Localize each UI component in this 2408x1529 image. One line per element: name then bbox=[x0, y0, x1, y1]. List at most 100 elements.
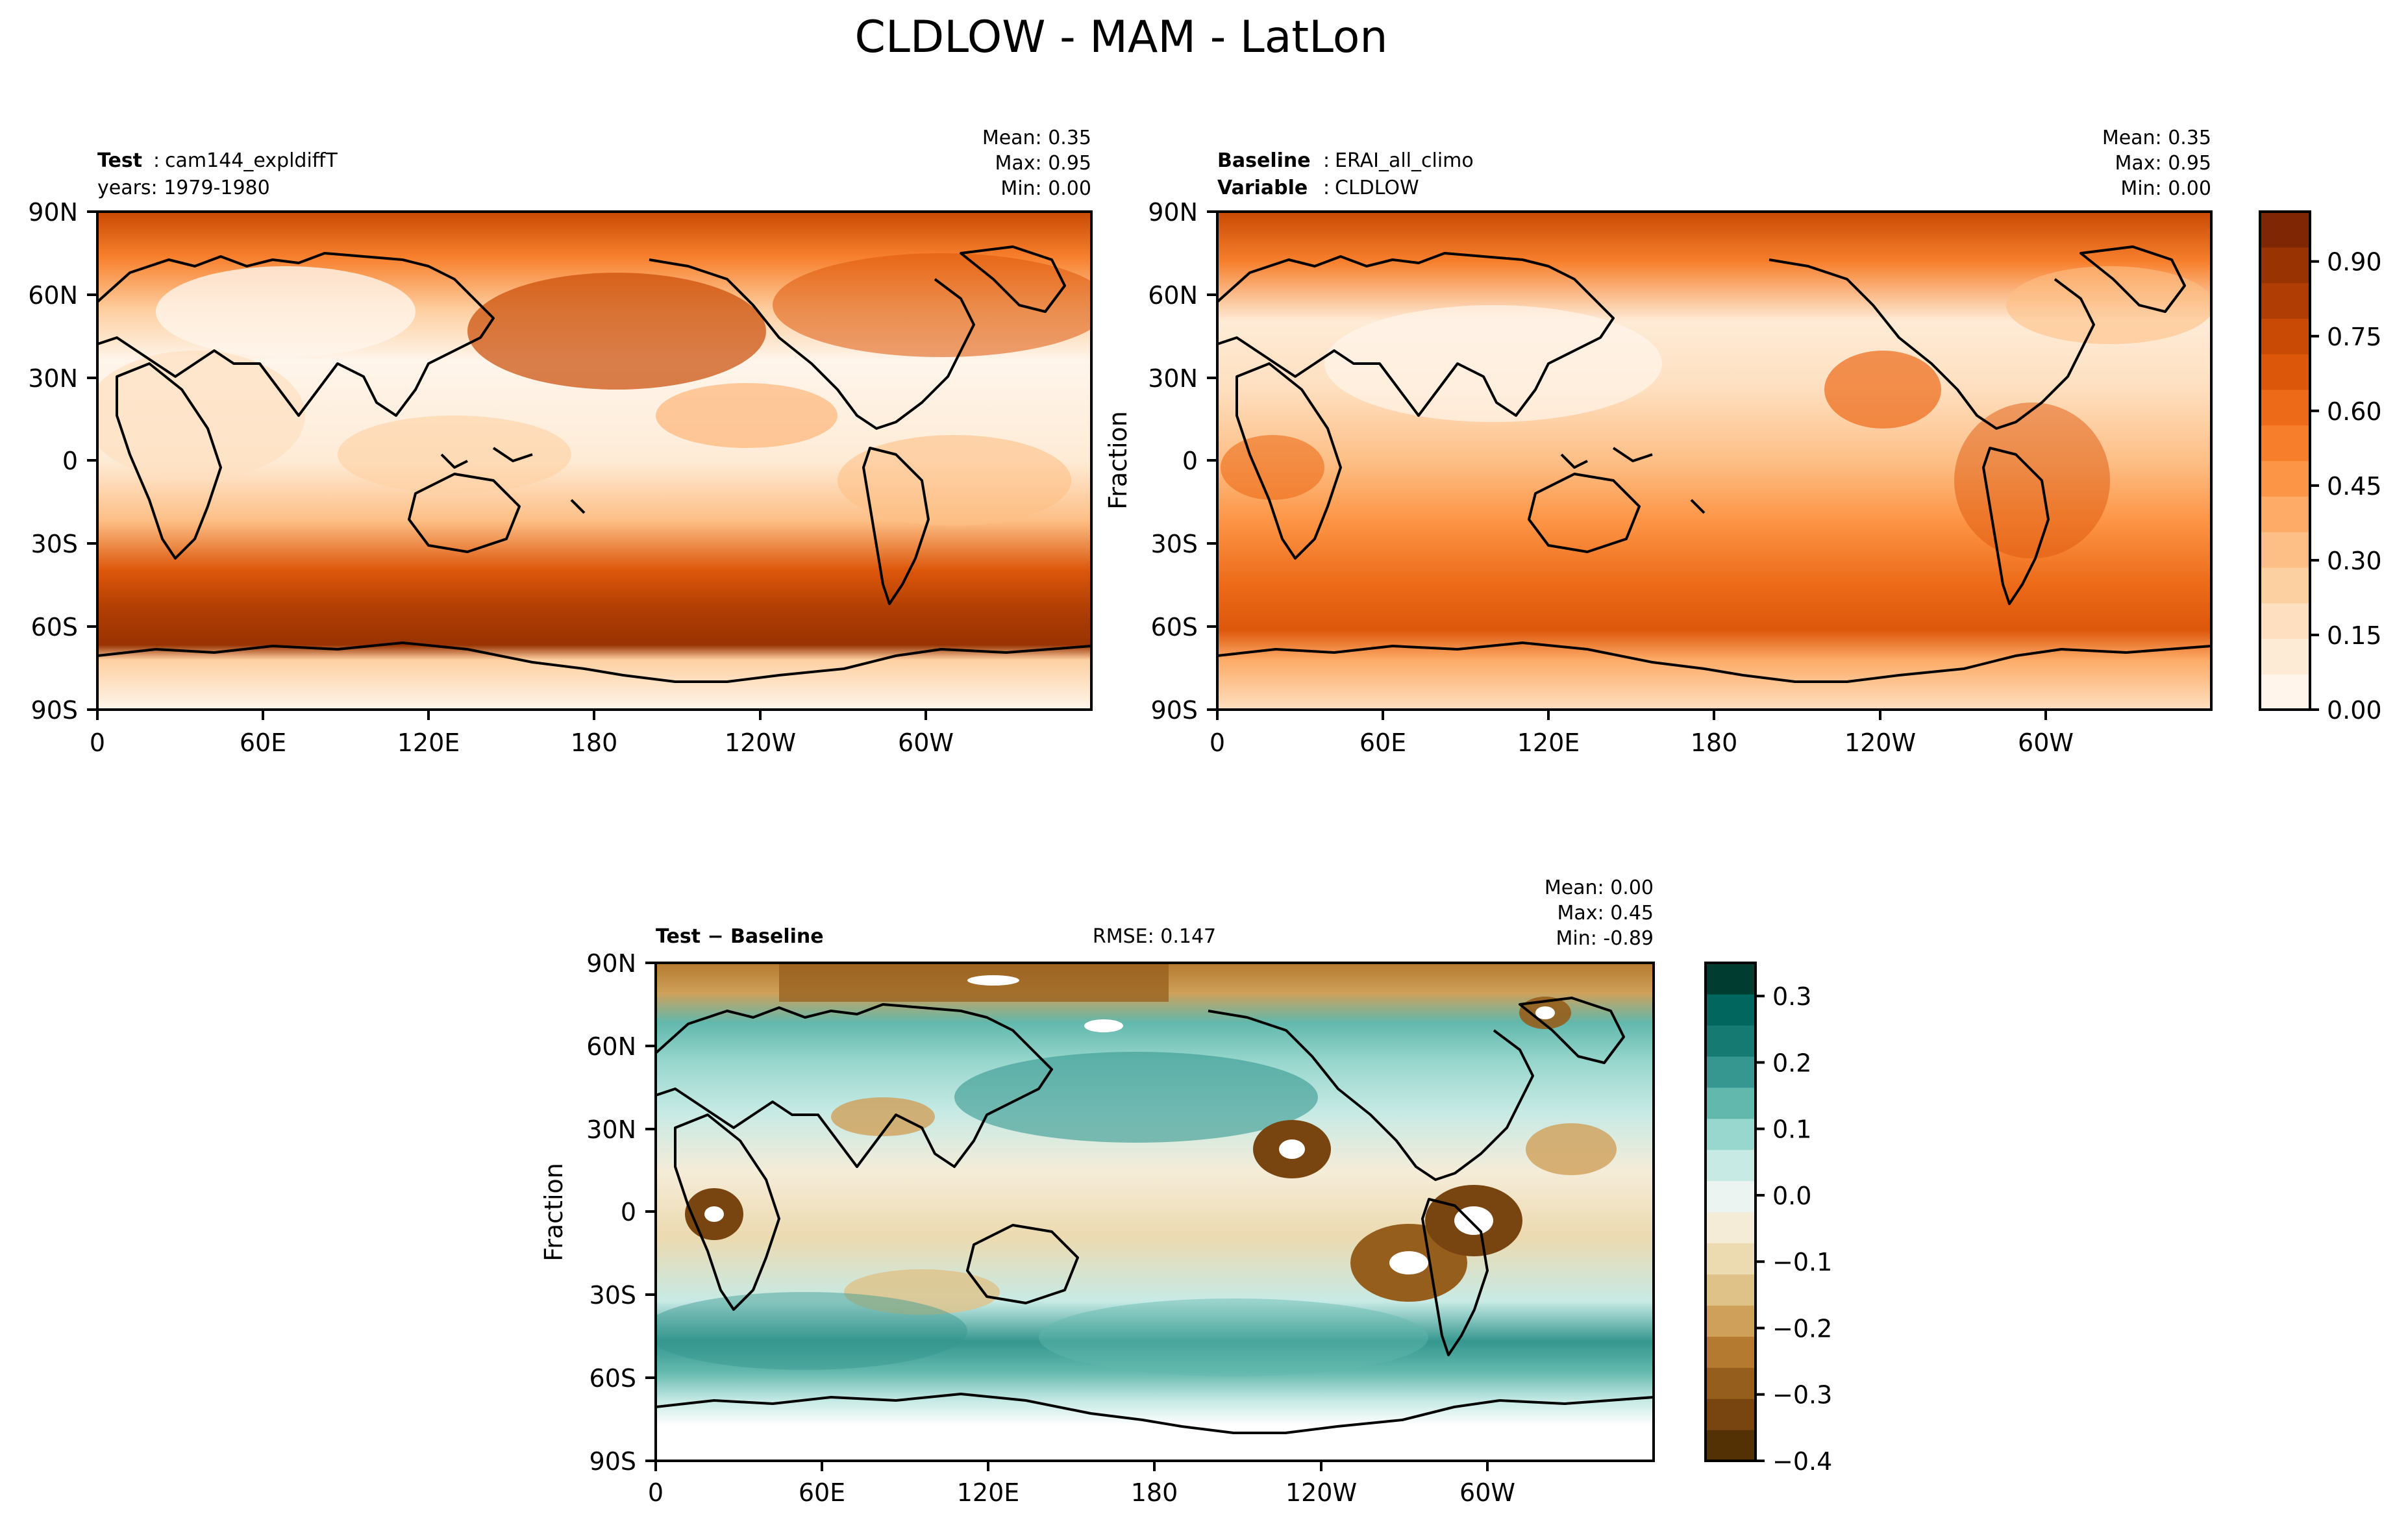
baseline-coastlines bbox=[1217, 245, 2211, 683]
colorbar-swatch bbox=[2260, 567, 2310, 604]
colorbar-tick-label: 0.2 bbox=[1772, 1049, 1811, 1077]
figure-title: CLDLOW - MAM - LatLon bbox=[855, 12, 1388, 63]
colorbar-swatch bbox=[2260, 212, 2310, 248]
baseline-map-field bbox=[1217, 212, 2211, 710]
test-ytick-label: 90S bbox=[31, 696, 78, 725]
colorbar-swatch bbox=[1706, 1118, 1756, 1150]
test-xtick-label: 180 bbox=[571, 728, 618, 757]
baseline-xtick-label: 60E bbox=[1359, 728, 1406, 757]
baseline-header-sep: : bbox=[1323, 177, 1330, 199]
colorbar-swatch bbox=[2260, 425, 2310, 462]
test-ytick-label: 90N bbox=[28, 198, 78, 227]
baseline-ytick-label: 30N bbox=[1148, 364, 1198, 393]
diff-xtick-label: 120E bbox=[957, 1478, 1020, 1507]
colorbar-swatch bbox=[2260, 496, 2310, 532]
colorbar-swatch bbox=[2260, 638, 2310, 675]
diff-xtick-label: 120W bbox=[1285, 1478, 1357, 1507]
baseline-ytick-label: 90N bbox=[1148, 198, 1198, 227]
test-xtick-label: 120W bbox=[725, 728, 796, 757]
colorbar-frame bbox=[2259, 210, 2311, 711]
panel-baseline: Baseline : ERAI_all_climo Variable : CLD… bbox=[1104, 127, 2213, 757]
test-stat-max: Max: 0.95 bbox=[995, 152, 1091, 175]
colorbar-swatch bbox=[2260, 674, 2310, 710]
colorbar-swatch bbox=[2260, 389, 2310, 426]
colorbar-swatch bbox=[2260, 532, 2310, 568]
colorbar-swatch bbox=[2260, 460, 2310, 497]
diff-ytick-label: 30N bbox=[586, 1115, 636, 1144]
baseline-stat-max: Max: 0.95 bbox=[2115, 152, 2211, 175]
colorbar-swatch bbox=[1706, 1430, 1756, 1461]
baseline-ytick-label: 60S bbox=[1151, 613, 1198, 641]
baseline-ytick-label: 90S bbox=[1151, 696, 1198, 725]
test-ytick-label: 30S bbox=[31, 530, 78, 558]
baseline-stat-min: Min: 0.00 bbox=[2120, 177, 2211, 200]
colorbar-tick-label: 0.30 bbox=[2327, 547, 2382, 575]
colorbar-tick-label: 0.90 bbox=[2327, 248, 2382, 277]
diff-header-label: Test − Baseline bbox=[656, 925, 824, 948]
colorbar-tick-label: −0.4 bbox=[1772, 1447, 1832, 1476]
diff-y-axis: 90N 60N 30N 0 30S 60S 90S bbox=[586, 949, 656, 1476]
baseline-header-variable: CLDLOW bbox=[1335, 177, 1419, 199]
baseline-x-axis: 0 60E 120E 180 120W 60W bbox=[1210, 710, 2074, 757]
test-ytick-label: 60N bbox=[28, 281, 78, 310]
baseline-xtick-label: 120W bbox=[1844, 728, 1916, 757]
diff-y-axis-label: Fraction bbox=[540, 1163, 568, 1262]
test-ytick-label: 30N bbox=[28, 364, 78, 393]
colorbar-swatch bbox=[1706, 1025, 1756, 1057]
colorbar-swatch bbox=[2260, 603, 2310, 640]
diff-ytick-label: 90S bbox=[590, 1447, 636, 1476]
baseline-ytick-label: 30S bbox=[1151, 530, 1198, 558]
colorbar-swatch bbox=[1706, 1087, 1756, 1119]
colorbar-tick-label: 0.0 bbox=[1772, 1182, 1811, 1210]
baseline-header-variable-label: Variable bbox=[1217, 177, 1308, 199]
diff-coastlines bbox=[656, 997, 1654, 1434]
diff-rmse: RMSE: 0.147 bbox=[1093, 925, 1216, 948]
test-xtick-label: 60E bbox=[240, 728, 286, 757]
colorbar-swatch bbox=[1706, 1212, 1756, 1244]
colorbar-tick-label: 0.45 bbox=[2327, 472, 2382, 501]
colorbar-tick-label: 0.1 bbox=[1772, 1115, 1811, 1144]
colorbar-swatch bbox=[1706, 1398, 1756, 1430]
baseline-ytick-label: 0 bbox=[1182, 447, 1198, 475]
colorbar-swatch bbox=[2260, 282, 2310, 319]
panel-test: Test : cam144_expldiffT years: 1979-1980… bbox=[28, 127, 1093, 757]
diff-xtick-label: 180 bbox=[1131, 1478, 1178, 1507]
test-header-years: years: 1979-1980 bbox=[97, 177, 270, 199]
test-header-case: cam144_expldiffT bbox=[165, 149, 338, 172]
diff-ytick-label: 30S bbox=[590, 1281, 636, 1310]
colorbar-swatch bbox=[1706, 993, 1756, 1026]
colorbar-swatch bbox=[1706, 1274, 1756, 1306]
colorbar-tick-label: 0.3 bbox=[1772, 982, 1811, 1011]
colorbar-swatch bbox=[1706, 1180, 1756, 1213]
colorbar-swatch bbox=[1706, 1305, 1756, 1337]
colorbar-swatch bbox=[1706, 963, 1756, 995]
colorbar-swatch bbox=[1706, 1243, 1756, 1274]
colorbar-diff: 0.3 0.2 0.1 0.0 −0.1 −0.2 −0.3 −0.4 bbox=[1704, 962, 1832, 1476]
test-xtick-label: 120E bbox=[397, 728, 460, 757]
panel-difference: Test − Baseline RMSE: 0.147 Mean: 0.00 M… bbox=[540, 876, 1655, 1507]
colorbar-tick-label: 0.00 bbox=[2327, 696, 2382, 725]
baseline-y-axis: 90N 60N 30N 0 30S 60S 90S bbox=[1148, 198, 1217, 725]
diff-ytick-label: 60N bbox=[586, 1032, 636, 1061]
test-ytick-label: 0 bbox=[62, 447, 78, 475]
diff-xtick-label: 0 bbox=[648, 1478, 664, 1507]
colorbar-swatch bbox=[2260, 247, 2310, 284]
baseline-xtick-label: 120E bbox=[1517, 728, 1580, 757]
diff-x-axis: 0 60E 120E 180 120W 60W bbox=[648, 1461, 1515, 1507]
colorbar-frame bbox=[1704, 962, 1757, 1462]
test-xtick-label: 0 bbox=[90, 728, 105, 757]
colorbar-swatch bbox=[2260, 354, 2310, 390]
diff-ytick-label: 60S bbox=[590, 1364, 636, 1393]
diff-stat-max: Max: 0.45 bbox=[1558, 902, 1654, 925]
test-header-label: Test bbox=[97, 149, 142, 172]
test-stat-mean: Mean: 0.35 bbox=[982, 127, 1091, 149]
test-xtick-label: 60W bbox=[898, 728, 954, 757]
baseline-xtick-label: 180 bbox=[1691, 728, 1738, 757]
baseline-stat-mean: Mean: 0.35 bbox=[2102, 127, 2211, 149]
diff-xtick-label: 60W bbox=[1459, 1478, 1515, 1507]
diff-map-field bbox=[656, 963, 1654, 1461]
diff-ytick-label: 90N bbox=[586, 949, 636, 978]
colorbar-tick-label: −0.1 bbox=[1772, 1248, 1832, 1276]
colorbar-swatch bbox=[1706, 1149, 1756, 1182]
colorbar-tick-label: −0.3 bbox=[1772, 1381, 1832, 1410]
